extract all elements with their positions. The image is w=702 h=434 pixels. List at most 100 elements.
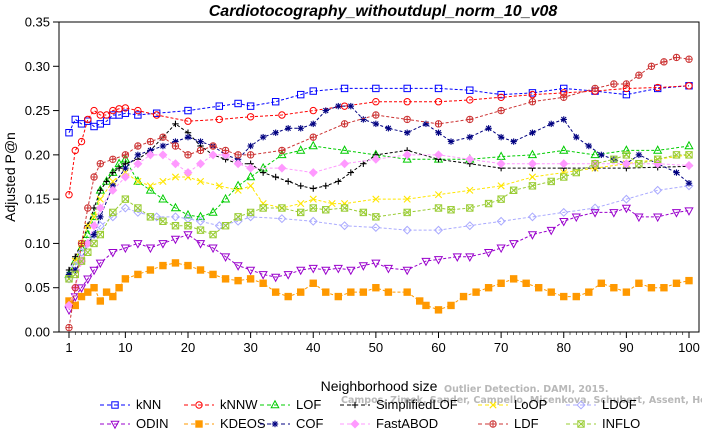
legend-item-simplifiedlof: SimplifiedLOF bbox=[340, 397, 458, 412]
point-ldf-13 bbox=[196, 146, 205, 155]
point-fastabod-31 bbox=[684, 160, 694, 170]
point-lof-16 bbox=[208, 207, 218, 216]
point-fastabod-30 bbox=[653, 159, 663, 169]
point-knnw-14 bbox=[246, 113, 255, 121]
series-layer bbox=[64, 53, 694, 332]
point-odin-30 bbox=[421, 257, 431, 267]
point-ldf-18 bbox=[278, 146, 286, 155]
x-tick-label-30: 30 bbox=[243, 340, 257, 355]
point-ldof-16 bbox=[277, 214, 287, 224]
point-kdeos-53 bbox=[672, 279, 681, 287]
point-inflo-22 bbox=[322, 206, 330, 214]
point-simplifiedlof-21 bbox=[272, 173, 279, 181]
point-odin-26 bbox=[358, 262, 368, 271]
point-knnw-15 bbox=[278, 111, 286, 119]
point-simplifiedlof-7 bbox=[109, 169, 117, 176]
series-inflo bbox=[65, 151, 693, 283]
point-cof-27 bbox=[372, 120, 380, 128]
legend-item-ldof: LDOF bbox=[566, 397, 637, 412]
point-odin-39 bbox=[559, 217, 569, 227]
point-odin-24 bbox=[333, 264, 343, 274]
point-ldof-12 bbox=[196, 216, 206, 226]
point-ldf-17 bbox=[246, 151, 255, 159]
point-odin-15 bbox=[220, 253, 231, 262]
point-kdeos-32 bbox=[416, 297, 424, 305]
y-tick-label-0.00: 0.00 bbox=[25, 325, 50, 340]
point-knn-20 bbox=[372, 84, 380, 93]
point-cof-40 bbox=[573, 133, 580, 141]
point-ldf-32 bbox=[647, 62, 656, 70]
point-ldof-24 bbox=[527, 212, 537, 222]
y-tick-label-0.20: 0.20 bbox=[25, 147, 50, 162]
point-cof-33 bbox=[466, 133, 474, 141]
point-knnw-2 bbox=[77, 137, 86, 146]
x-axis-label: Neighborhood size bbox=[321, 378, 438, 394]
point-lof-18 bbox=[233, 180, 243, 190]
point-simplifiedlof-13 bbox=[172, 120, 179, 128]
point-knn-16 bbox=[271, 98, 280, 106]
point-ldof-2 bbox=[77, 247, 87, 257]
point-kdeos-13 bbox=[171, 259, 180, 267]
point-cof-17 bbox=[247, 142, 254, 150]
legend-marker-ldof bbox=[576, 400, 586, 410]
point-ldof-13 bbox=[214, 221, 224, 231]
point-ldf-0 bbox=[65, 323, 73, 332]
point-knnw-20 bbox=[434, 98, 443, 106]
point-odin-29 bbox=[402, 266, 412, 276]
point-lof-33 bbox=[621, 145, 632, 154]
point-fastabod-3 bbox=[83, 238, 93, 248]
x-tick-label-20: 20 bbox=[181, 340, 195, 355]
point-odin-19 bbox=[271, 273, 281, 283]
legend-label-odin: ODIN bbox=[136, 416, 169, 431]
point-kdeos-6 bbox=[102, 288, 111, 296]
point-cof-21 bbox=[297, 125, 304, 132]
point-inflo-2 bbox=[77, 257, 86, 265]
point-ldf-34 bbox=[672, 53, 681, 62]
point-cof-38 bbox=[548, 120, 555, 128]
point-knn-13 bbox=[215, 102, 224, 110]
point-odin-33 bbox=[465, 253, 475, 262]
point-fastabod-21 bbox=[371, 154, 381, 164]
point-inflo-38 bbox=[610, 155, 618, 163]
point-fastabod-17 bbox=[246, 163, 256, 173]
point-ldof-7 bbox=[120, 203, 130, 213]
point-loop-20 bbox=[309, 195, 317, 203]
point-fastabod-18 bbox=[277, 163, 287, 173]
point-odin-46 bbox=[671, 209, 682, 218]
line-odin bbox=[68, 207, 690, 311]
point-kdeos-20 bbox=[259, 279, 267, 287]
point-lof-12 bbox=[158, 193, 168, 203]
point-ldf-33 bbox=[660, 58, 668, 66]
point-kdeos-30 bbox=[384, 288, 393, 296]
point-lof-29 bbox=[496, 151, 506, 160]
point-loop-9 bbox=[146, 182, 155, 190]
point-inflo-40 bbox=[635, 160, 643, 168]
point-kdeos-8 bbox=[115, 284, 123, 292]
legend-marker-simplifiedlof bbox=[351, 401, 359, 409]
point-ldf-26 bbox=[528, 98, 537, 106]
point-inflo-24 bbox=[359, 208, 368, 217]
point-cof-39 bbox=[560, 116, 567, 123]
point-ldof-18 bbox=[340, 221, 350, 231]
point-odin-16 bbox=[233, 262, 243, 271]
point-ldf-7 bbox=[121, 151, 130, 159]
point-lof-15 bbox=[195, 211, 206, 221]
point-knnw-10 bbox=[134, 106, 142, 115]
point-kdeos-46 bbox=[585, 288, 593, 296]
point-inflo-27 bbox=[434, 204, 443, 212]
point-kdeos-25 bbox=[322, 288, 330, 296]
series-cof bbox=[65, 102, 693, 278]
point-loop-11 bbox=[171, 173, 180, 181]
point-fastabod-20 bbox=[340, 159, 350, 169]
point-ldof-28 bbox=[653, 185, 663, 195]
point-odin-8 bbox=[133, 240, 143, 249]
point-ldof-29 bbox=[684, 181, 694, 191]
legend-label-inflo: INFLO bbox=[602, 416, 640, 431]
point-simplifiedlof-6 bbox=[103, 178, 110, 185]
point-ldf-2 bbox=[77, 239, 86, 248]
point-cof-22 bbox=[310, 120, 317, 128]
point-loop-25 bbox=[434, 191, 443, 199]
point-inflo-39 bbox=[622, 151, 631, 159]
point-fastabod-16 bbox=[233, 159, 243, 169]
